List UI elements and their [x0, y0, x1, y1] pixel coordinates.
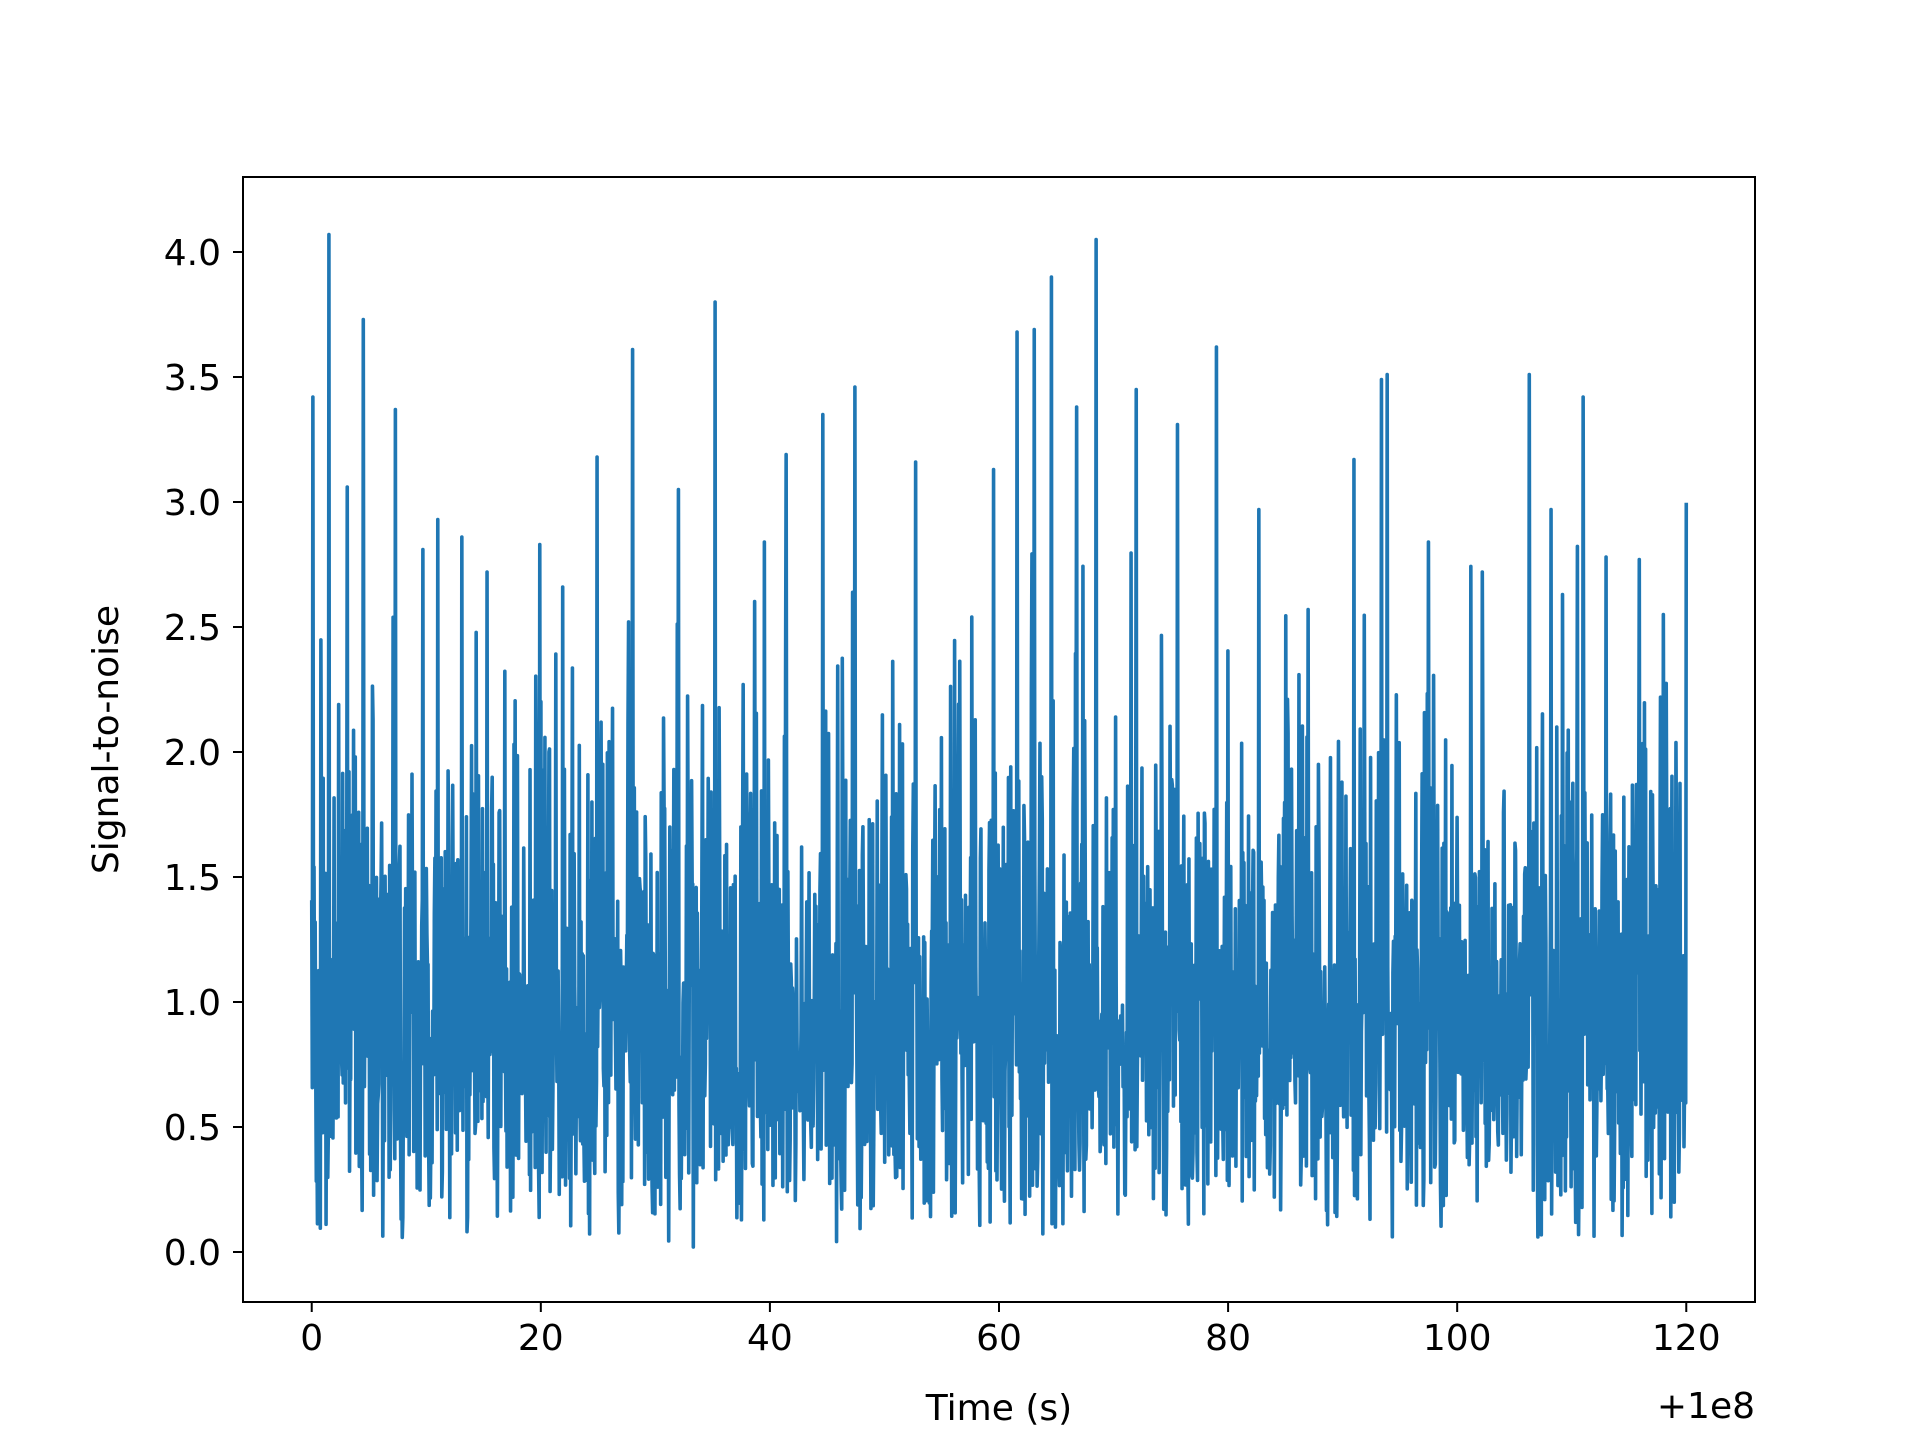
- y-tick-label: 0.5: [164, 1108, 221, 1149]
- x-tick-label: 120: [1652, 1318, 1721, 1359]
- x-tick-label: 100: [1423, 1318, 1492, 1359]
- x-tick-label: 0: [300, 1318, 323, 1359]
- series-layer: [309, 232, 1689, 1249]
- y-tick-label: 2.0: [164, 733, 221, 774]
- x-axis-ticks: 0 20 40 60 80 100 120: [300, 1302, 1721, 1359]
- x-axis-title: Time (s): [925, 1388, 1072, 1429]
- x-tick-label: 80: [1205, 1318, 1251, 1359]
- x-tick-label: 20: [518, 1318, 564, 1359]
- y-axis-title: Signal-to-noise: [86, 605, 127, 874]
- y-tick-label: 3.5: [164, 358, 221, 399]
- y-tick-label: 0.0: [164, 1233, 221, 1274]
- y-tick-label: 1.0: [164, 983, 221, 1024]
- x-axis-offset-label: +1e8: [1657, 1386, 1755, 1427]
- y-tick-label: 2.5: [164, 608, 221, 649]
- series-line: [309, 232, 1689, 1249]
- y-tick-label: 1.5: [164, 858, 221, 899]
- x-tick-label: 60: [976, 1318, 1022, 1359]
- y-tick-label: 3.0: [164, 483, 221, 524]
- y-axis-ticks: 0.0 0.5 1.0 1.5 2.0 2.5 3.0 3.5 4.0: [164, 233, 243, 1274]
- x-tick-label: 40: [747, 1318, 793, 1359]
- y-tick-label: 4.0: [164, 233, 221, 274]
